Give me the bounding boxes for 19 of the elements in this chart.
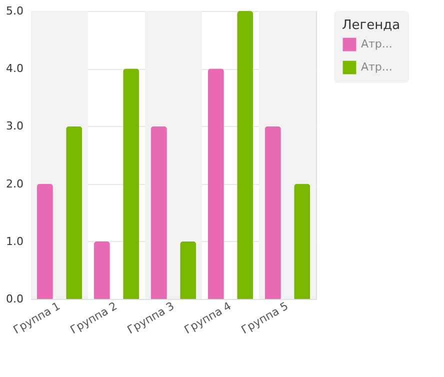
y-tick-label: 4.0: [6, 62, 24, 76]
bar: [208, 68, 224, 299]
bar: [150, 126, 167, 299]
bar: [94, 241, 110, 299]
y-tick-label: 3.0: [6, 120, 24, 133]
y-tick-label: 0.0: [6, 292, 24, 306]
y-tick-label: 1.0: [6, 234, 24, 248]
y-tick-label: 5.0: [6, 4, 24, 18]
bar: [264, 126, 281, 299]
bar: [36, 184, 53, 299]
bar: [66, 126, 82, 299]
legend-label: Атр...: [361, 38, 392, 50]
y-tick-label: 2.0: [6, 177, 24, 190]
bar: [294, 184, 310, 299]
bar: [237, 11, 254, 299]
bar: [180, 241, 196, 299]
legend-title: Легенда: [342, 18, 400, 33]
legend-label: Атр...: [361, 60, 392, 74]
bar: [123, 68, 140, 299]
